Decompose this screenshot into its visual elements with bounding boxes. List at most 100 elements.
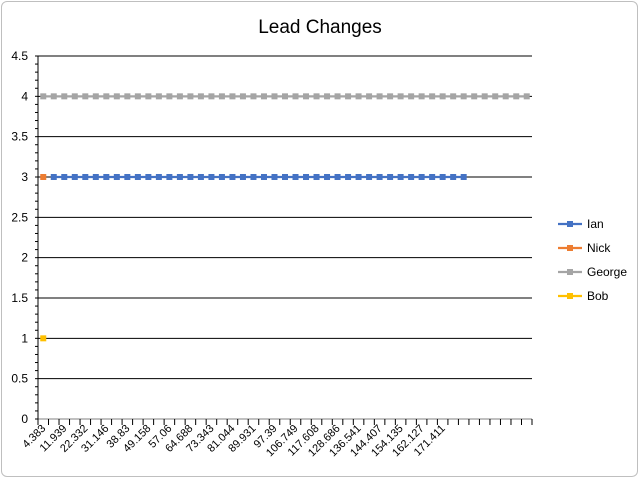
data-point-ian [408,174,415,180]
data-point-george [113,93,120,100]
y-tick-label: 0 [21,412,28,426]
data-point-george [523,93,530,100]
data-point-ian [460,174,467,180]
data-point-ian [229,174,236,180]
data-point-ian [187,174,194,180]
data-point-george [481,93,488,100]
data-point-ian [250,174,257,180]
data-point-george [50,93,57,100]
y-tick-label: 0.5 [11,372,28,386]
data-point-ian [113,174,120,180]
y-tick-label: 2 [21,251,28,265]
data-point-ian [166,174,173,180]
data-point-george [450,93,457,100]
data-point-george [345,93,352,100]
legend: Ian Nick George Bob [558,217,627,303]
data-point-ian [366,174,373,180]
data-point-ian [124,174,131,180]
legend-label-ian: Ian [587,217,604,231]
data-point-george [145,93,152,100]
data-point-ian [376,174,383,180]
y-axis-ticks: 0 0.5 1 1.5 2 2.5 3 3.5 4 4.5 [11,49,28,426]
data-point-ian [271,174,278,180]
data-point-george [303,93,310,100]
data-point-george [176,93,183,100]
series-group [40,93,530,342]
legend-marker-george [567,269,573,275]
data-point-george [471,93,478,100]
data-point-george [155,93,162,100]
legend-label-george: George [587,265,627,279]
data-point-george [197,93,204,100]
data-point-ian [239,174,246,180]
data-point-ian [282,174,288,180]
legend-label-bob: Bob [587,289,609,303]
data-point-ian [155,174,162,180]
data-point-george [103,93,110,100]
data-point-ian [145,174,152,180]
data-point-george [239,93,246,100]
legend-label-nick: Nick [587,241,611,255]
data-point-george [366,93,373,100]
data-point-ian [218,174,225,180]
data-point-george [61,93,68,100]
data-point-ian [197,174,204,180]
data-point-george [229,93,236,100]
data-point-george [502,93,509,100]
data-point-george [324,93,331,100]
data-point-george [418,93,425,100]
y-tick-label: 2.5 [11,210,28,224]
data-point-ian [103,174,110,180]
y-tick-label: 1.5 [11,291,28,305]
data-point-george [334,93,341,100]
legend-marker-bob [567,293,573,299]
data-point-george [408,93,415,100]
data-point-george [513,93,520,100]
legend-marker-ian [567,221,573,227]
data-point-george [71,93,78,100]
data-point-george [429,93,436,100]
data-point-ian [345,174,352,180]
data-point-ian [292,174,299,180]
data-point-george [92,93,99,100]
data-point-bob [40,335,47,342]
data-point-ian [418,174,425,180]
data-point-ian [355,174,362,180]
data-point-george [387,93,394,100]
data-point-ian [134,174,141,180]
y-tick-label: 4 [21,89,28,103]
y-tick-label: 3 [21,170,28,184]
data-point-george [492,93,499,100]
data-point-ian [324,174,331,180]
y-tick-label: 3.5 [11,130,28,144]
data-point-ian [397,174,404,180]
data-point-george [260,93,267,100]
y-tick-label: 1 [21,331,28,345]
data-point-george [292,93,299,100]
chart-title: Lead Changes [258,17,382,38]
data-point-george [313,93,320,100]
data-point-ian [260,174,267,180]
data-point-george [271,93,278,100]
data-point-ian [92,174,99,180]
data-point-ian [429,174,436,180]
data-point-george [82,93,89,100]
data-point-george [250,93,257,100]
data-point-george [439,93,446,100]
data-point-ian [208,174,215,180]
data-point-george [208,93,215,100]
data-point-george [40,93,47,100]
data-point-ian [450,174,457,180]
data-point-george [460,93,467,100]
data-point-ian [50,174,57,180]
data-point-ian [334,174,341,180]
data-point-george [376,93,383,100]
legend-marker-nick [567,245,573,251]
data-point-george [355,93,362,100]
data-point-ian [313,174,320,180]
grid-lines [38,55,532,420]
data-point-george [134,93,141,100]
data-point-ian [176,174,183,180]
